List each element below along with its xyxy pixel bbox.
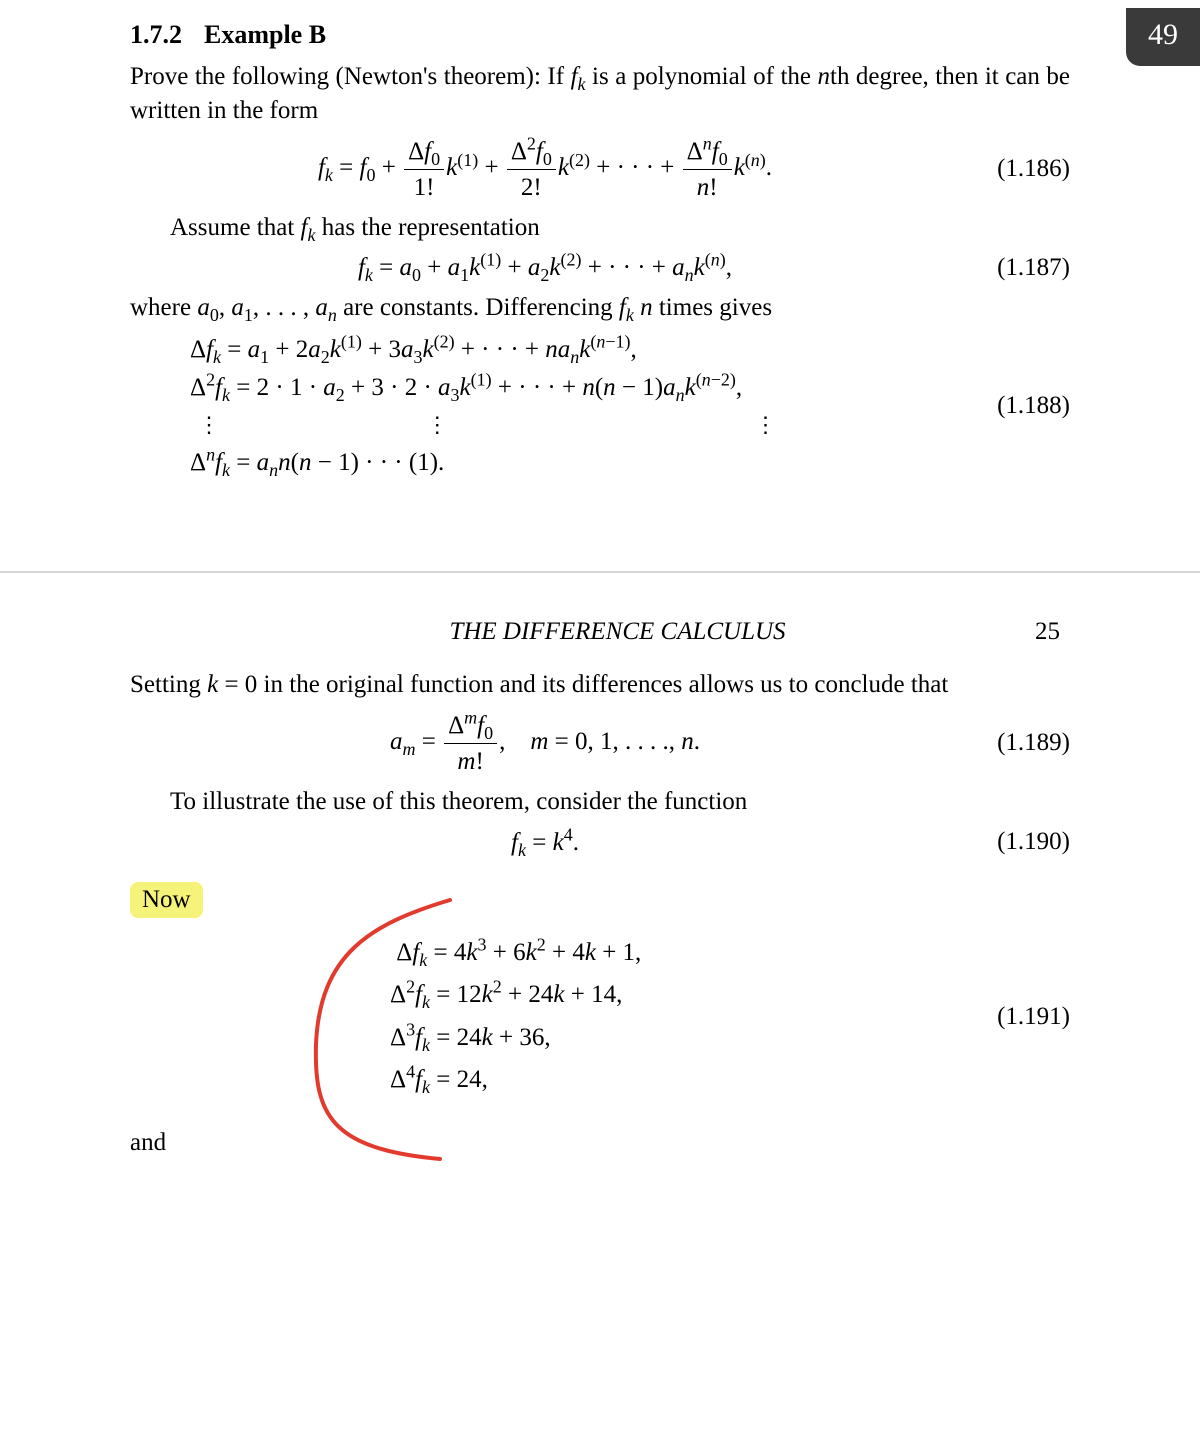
page-number-badge: 49	[1126, 8, 1200, 66]
and-text: and	[130, 1126, 1070, 1160]
equation-189-number: (1.189)	[960, 729, 1070, 757]
assume-paragraph: Assume that fk has the representation	[130, 211, 1070, 245]
equation-188: Δfk = a1 + 2a2k(1) + 3a3k(2) + · · · + n…	[130, 331, 1070, 481]
equation-186-body: fk = f0 + Δf01!k(1) + Δ2f02!k(2) + · · ·…	[130, 134, 960, 205]
running-title: THE DIFFERENCE CALCULUS	[200, 618, 1035, 646]
equation-188-number: (1.188)	[960, 392, 1070, 420]
equation-187-body: fk = a0 + a1k(1) + a2k(2) + · · · + ank(…	[130, 250, 960, 285]
equation-189-body: am = Δmf0m!, m = 0, 1, . . . ., n.	[130, 708, 960, 779]
running-head: THE DIFFERENCE CALCULUS 25	[130, 618, 1070, 646]
section-number: 1.7.2	[130, 20, 182, 49]
equation-190-body: fk = k4.	[130, 825, 960, 860]
equation-186: fk = f0 + Δf01!k(1) + Δ2f02!k(2) + · · ·…	[130, 134, 1070, 205]
where-paragraph: where a0, a1, . . . , an are constants. …	[130, 291, 1070, 325]
equation-191-number: (1.191)	[960, 1003, 1070, 1031]
equation-189: am = Δmf0m!, m = 0, 1, . . . ., n. (1.18…	[130, 708, 1070, 779]
running-page: 25	[1035, 618, 1060, 646]
illustrate-paragraph: To illustrate the use of this theorem, c…	[130, 785, 1070, 819]
equation-186-number: (1.186)	[960, 155, 1070, 183]
prove-paragraph: Prove the following (Newton's theorem): …	[130, 60, 1070, 128]
equation-191-body: Δfk = 4k3 + 6k2 + 4k + 1, Δ2fk = 12k2 + …	[130, 932, 960, 1102]
section-heading: 1.7.2 Example B	[130, 20, 1070, 50]
equation-187: fk = a0 + a1k(1) + a2k(2) + · · · + ank(…	[130, 250, 1070, 285]
section-title: Example B	[204, 20, 326, 49]
highlight-now: Now	[130, 882, 203, 918]
equation-188-body: Δfk = a1 + 2a2k(1) + 3a3k(2) + · · · + n…	[130, 331, 960, 481]
equation-191: Δfk = 4k3 + 6k2 + 4k + 1, Δ2fk = 12k2 + …	[130, 932, 1070, 1102]
equation-190-number: (1.190)	[960, 828, 1070, 856]
page-divider	[0, 571, 1200, 573]
setting-paragraph: Setting k = 0 in the original function a…	[130, 668, 1070, 702]
equation-190: fk = k4. (1.190)	[130, 825, 1070, 860]
equation-187-number: (1.187)	[960, 254, 1070, 282]
